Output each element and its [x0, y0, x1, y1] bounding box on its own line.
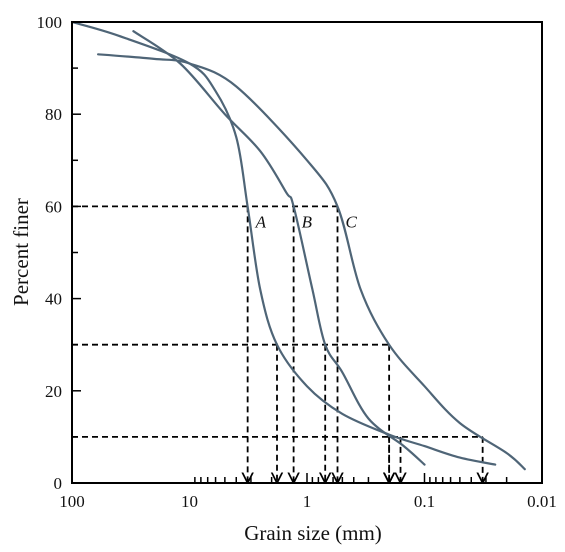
x-tick-labels: 100 10 1 0.1 0.01 — [59, 492, 557, 511]
y-tick-label: 0 — [54, 474, 63, 493]
curve-b — [132, 30, 426, 466]
x-tick-label: 0.01 — [527, 492, 557, 511]
curve-label-c: C — [346, 212, 358, 231]
curve-a — [70, 20, 497, 466]
y-tick-label: 20 — [45, 382, 62, 401]
y-axis-title: Percent finer — [9, 198, 33, 306]
curve-label-a: A — [255, 212, 267, 231]
curve-c — [97, 53, 526, 471]
x-tick-label: 10 — [181, 492, 198, 511]
x-tick-label: 0.1 — [414, 492, 435, 511]
axis-ticks — [71, 21, 543, 484]
y-tick-labels: 0 20 40 60 80 100 — [37, 13, 63, 493]
curves — [70, 20, 526, 471]
x-tick-label: 100 — [59, 492, 85, 511]
reference-guides — [72, 205, 483, 482]
y-tick-label: 100 — [37, 13, 63, 32]
y-tick-label: 40 — [45, 290, 62, 309]
curve-labels: A B C — [255, 212, 358, 231]
x-tick-label: 1 — [303, 492, 312, 511]
plot-frame — [71, 21, 543, 484]
x-axis-title: Grain size (mm) — [244, 521, 382, 545]
curve-label-b: B — [302, 212, 313, 231]
y-tick-label: 60 — [45, 197, 62, 216]
y-tick-label: 80 — [45, 105, 62, 124]
